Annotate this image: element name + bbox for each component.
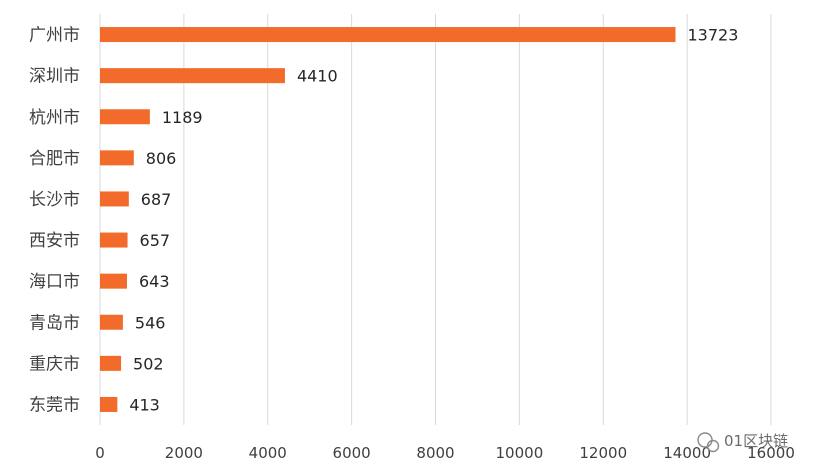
data-label: 687: [141, 190, 172, 209]
bar: [100, 232, 128, 248]
x-axis-ticks: 0 2000 4000 6000 8000 10000 12000 14000 16000: [95, 444, 795, 462]
x-tick-label: 12000: [579, 444, 627, 462]
x-tick-label: 8000: [416, 444, 454, 462]
bar: [100, 109, 150, 125]
data-label: 13723: [688, 26, 739, 45]
data-labels: 13723 4410 1189 806 687 657 643 546 502 413: [129, 26, 738, 415]
x-tick-label: 4000: [249, 444, 287, 462]
category-label: 杭州市: [29, 108, 80, 128]
category-label: 长沙市: [29, 190, 80, 210]
data-label: 546: [135, 313, 166, 332]
category-label: 东莞市: [29, 395, 80, 415]
bar: [100, 68, 285, 84]
x-tick-label: 10000: [496, 444, 544, 462]
bar: [100, 273, 127, 289]
wechat-icon: [697, 432, 720, 453]
bar: [100, 355, 122, 371]
x-tick-label: 6000: [333, 444, 371, 462]
data-label: 643: [139, 272, 170, 291]
data-label: 657: [140, 231, 171, 250]
bar: [100, 396, 118, 412]
watermark-text: 01区块链: [724, 432, 788, 450]
x-tick-label: 16000: [747, 444, 795, 462]
bars: [100, 27, 676, 412]
data-label: 4410: [297, 67, 338, 86]
category-label: 广州市: [29, 26, 80, 46]
category-label: 重庆市: [29, 354, 80, 374]
x-tick-label: 14000: [663, 444, 711, 462]
category-label: 海口市: [29, 272, 80, 292]
data-label: 413: [129, 395, 160, 414]
bar: [100, 150, 134, 166]
data-label: 1189: [162, 108, 203, 127]
data-label: 806: [146, 149, 177, 168]
category-label: 合肥市: [29, 149, 80, 169]
watermark: 01区块链: [697, 432, 788, 453]
category-label: 深圳市: [29, 67, 80, 87]
category-label: 青岛市: [29, 313, 80, 333]
data-label: 502: [133, 354, 164, 373]
category-label: 西安市: [29, 231, 80, 251]
bar: [100, 191, 129, 207]
x-tick-label: 0: [95, 444, 105, 462]
bar: [100, 27, 676, 43]
bar: [100, 314, 123, 330]
x-tick-label: 2000: [165, 444, 203, 462]
